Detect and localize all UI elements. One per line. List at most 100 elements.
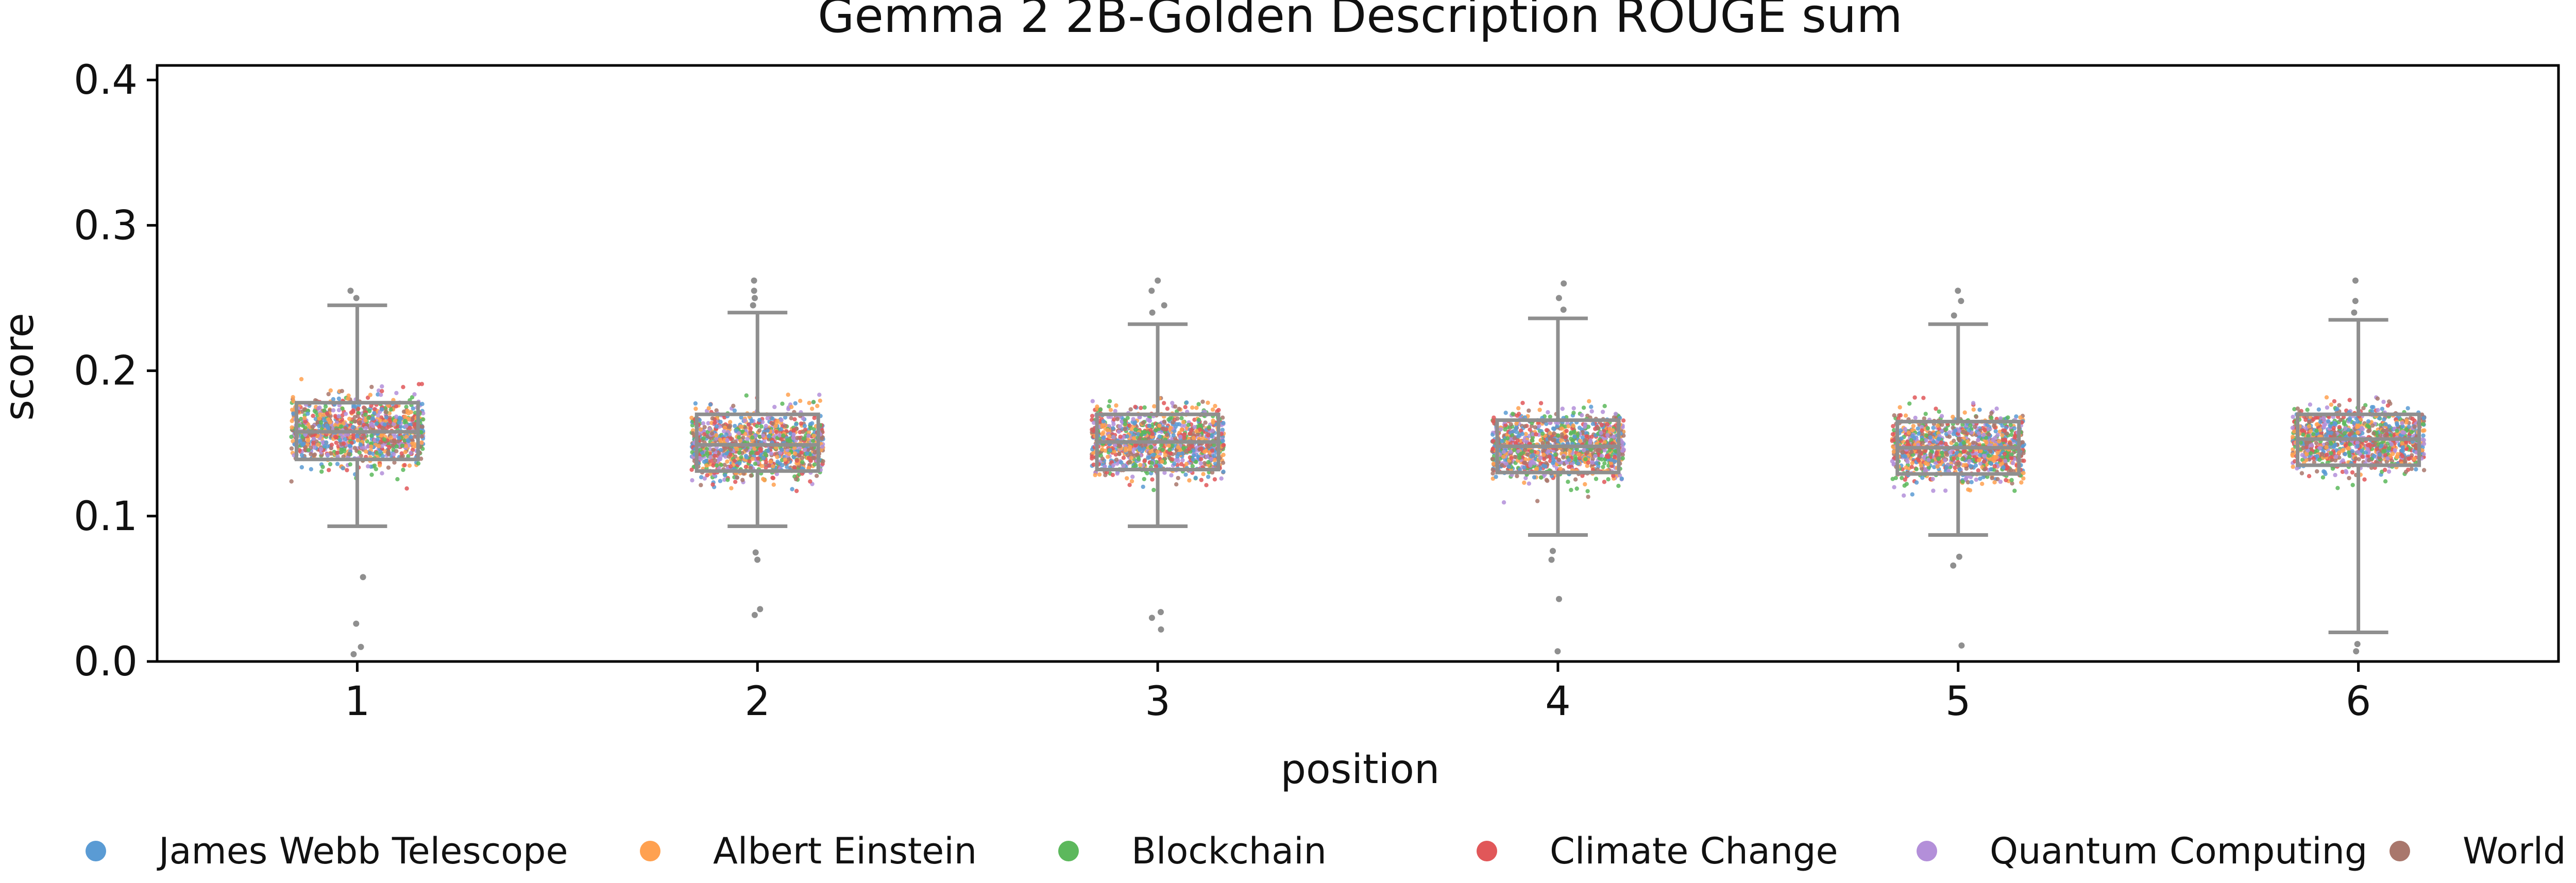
jitter-point (1090, 399, 1095, 403)
jitter-point (792, 451, 798, 456)
outlier-point (750, 302, 756, 309)
jitter-point (717, 457, 722, 462)
jitter-point (811, 433, 817, 438)
jitter-point (1619, 476, 1624, 481)
jitter-point (401, 409, 406, 414)
jitter-point (1206, 444, 1211, 449)
jitter-point (317, 416, 321, 421)
jitter-point (1540, 431, 1545, 436)
jitter-point (737, 450, 742, 455)
jitter-point (1522, 465, 1527, 470)
jitter-point (749, 473, 754, 478)
jitter-point (1151, 487, 1156, 493)
jitter-point (689, 467, 694, 472)
jitter-point (768, 460, 773, 464)
jitter-point (2012, 488, 2017, 493)
jitter-point (355, 414, 360, 418)
jitter-point (374, 421, 379, 426)
jitter-point (710, 416, 715, 421)
jitter-point (1505, 436, 1510, 440)
jitter-point (1171, 420, 1175, 424)
jitter-point (1567, 457, 1571, 462)
jitter-point (1569, 487, 1573, 493)
jitter-point (1161, 427, 1166, 431)
jitter-point (724, 432, 728, 437)
jitter-point (1516, 412, 1521, 416)
jitter-point (1141, 420, 1146, 425)
jitter-point (303, 425, 308, 430)
jitter-point (323, 404, 328, 409)
jitter-point (701, 436, 706, 440)
jitter-point (725, 459, 730, 464)
outlier-point (754, 556, 761, 563)
jitter-point (1152, 404, 1157, 409)
outlier-point (1158, 626, 1164, 633)
jitter-point (1176, 445, 1180, 450)
jitter-point (351, 410, 355, 414)
jitter-point (310, 424, 315, 429)
jitter-point (404, 486, 409, 491)
jitter-point (419, 440, 424, 445)
jitter-point (1522, 460, 1527, 465)
outlier-point (1158, 609, 1164, 616)
jitter-point (331, 397, 336, 402)
jitter-point (377, 444, 381, 449)
jitter-point (766, 448, 770, 453)
jitter-point (1157, 423, 1162, 428)
jitter-point (795, 436, 800, 440)
jitter-point (1213, 403, 1217, 409)
jitter-point (777, 461, 782, 466)
jitter-point (335, 450, 340, 455)
jitter-point (299, 465, 304, 470)
jitter-point (1494, 474, 1498, 479)
jitter-point (1174, 482, 1179, 487)
jitter-point (289, 434, 294, 439)
jitter-point (1523, 424, 1528, 429)
jitter-point (1199, 478, 1204, 482)
jitter-point (1198, 461, 1203, 466)
jitter-point (2021, 451, 2026, 455)
jitter-point (1190, 464, 1195, 469)
jitter-point (1209, 456, 1214, 462)
jitter-point (377, 463, 382, 468)
jitter-point (749, 426, 753, 431)
jitter-point (1546, 410, 1550, 415)
jitter-point (1576, 461, 1581, 466)
jitter-point (1925, 426, 1930, 431)
jitter-point (397, 420, 402, 425)
jitter-point (1620, 456, 1625, 461)
jitter-point (1147, 418, 1153, 423)
jitter-point (1179, 462, 1184, 467)
jitter-point (395, 477, 400, 482)
jitter-point (388, 407, 393, 412)
jitter-point (369, 444, 374, 449)
jitter-point (301, 441, 306, 446)
jitter-point (1602, 461, 1607, 466)
jitter-point (1621, 418, 1626, 423)
jitter-point (351, 436, 355, 440)
jitter-point (1537, 407, 1542, 412)
jitter-point (1098, 407, 1103, 412)
jitter-point (1596, 448, 1601, 453)
jitter-point (326, 426, 331, 430)
jitter-point (379, 393, 383, 397)
jitter-point (786, 393, 790, 397)
jitter-group-1 (289, 287, 426, 657)
jitter-point (1567, 464, 1571, 469)
jitter-point (1589, 404, 1594, 409)
jitter-point (1127, 459, 1132, 464)
jitter-point (1520, 432, 1525, 436)
jitter-point (806, 433, 811, 438)
jitter-point (744, 393, 749, 398)
jitter-point (709, 431, 715, 436)
jitter-point (1543, 464, 1548, 469)
jitter-point (1506, 464, 1511, 469)
jitter-point (421, 417, 426, 422)
jitter-point (1503, 427, 1507, 432)
jitter-point (818, 398, 823, 403)
outlier-point (1550, 548, 1556, 554)
jitter-point (1566, 480, 1570, 484)
jitter-point (1164, 432, 1170, 437)
outlier-point (1561, 280, 1567, 287)
outlier-point (1555, 295, 1562, 301)
